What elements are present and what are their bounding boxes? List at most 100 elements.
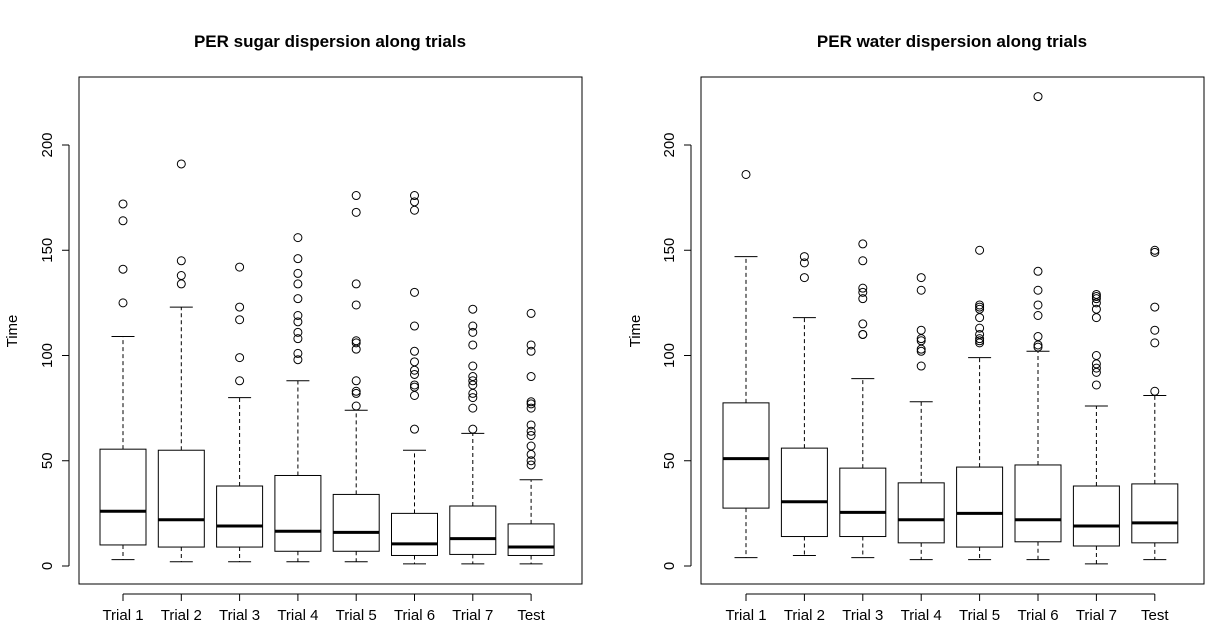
outlier-point (293, 294, 303, 304)
outlier-point (1150, 247, 1160, 257)
x-tick-label: Trial 2 (784, 607, 825, 624)
outlier-point (975, 323, 985, 333)
outlier-point (235, 353, 245, 363)
outlier-point (799, 252, 809, 262)
outlier-point (293, 268, 303, 278)
outlier-point (293, 348, 303, 358)
box-trial-2 (780, 252, 828, 556)
outlier-point (176, 271, 186, 281)
y-tick-label: 200 (661, 132, 678, 157)
outlier-point (526, 308, 536, 318)
outlier-point (1033, 332, 1043, 342)
box-trial-2 (157, 159, 205, 563)
outlier-point (176, 256, 186, 266)
x-tick-label: Trial 4 (901, 607, 942, 624)
outlier-point (975, 313, 985, 323)
outlier-point (1150, 302, 1160, 312)
x-tick-label: Trial 1 (725, 607, 766, 624)
x-tick-label: Trial 5 (336, 607, 377, 624)
outlier-point (916, 336, 926, 346)
outlier-point (799, 273, 809, 283)
outlier-point (410, 287, 419, 297)
box-trial-6 (391, 191, 438, 565)
outlier-point (1091, 380, 1101, 390)
outlier-point (975, 336, 985, 346)
outlier-point (1091, 289, 1101, 299)
iqr-box (839, 467, 887, 538)
outlier-point (975, 302, 985, 312)
outlier-point (1033, 342, 1043, 352)
y-tick-label: 200 (39, 132, 56, 157)
outlier-point (1033, 266, 1043, 276)
outlier-point (351, 376, 361, 386)
outlier-point (858, 319, 868, 329)
outlier-point (975, 329, 985, 339)
y-tick-label: 150 (661, 238, 678, 263)
outlier-point (916, 285, 926, 295)
outlier-point (351, 279, 361, 289)
outlier-point (916, 361, 926, 371)
outlier-point (1033, 300, 1043, 310)
outlier-point (468, 376, 478, 386)
y-tick-label: 0 (39, 562, 56, 570)
outlier-point (526, 441, 536, 451)
iqr-box (1131, 483, 1179, 544)
iqr-box (780, 447, 828, 538)
outlier-point (235, 315, 245, 325)
outlier-point (858, 283, 868, 293)
box-trial-3 (216, 262, 264, 563)
outlier-point (410, 369, 419, 379)
outlier-point (410, 191, 419, 201)
outlier-point (468, 327, 478, 337)
x-tick-label: Trial 7 (452, 607, 493, 624)
iqr-box (216, 485, 264, 548)
outlier-point (1033, 311, 1043, 321)
iqr-box (897, 482, 945, 544)
outlier-point (468, 393, 478, 403)
outlier-point (118, 199, 128, 209)
iqr-box (1014, 464, 1062, 543)
outlier-point (526, 346, 536, 356)
y-tick-label: 50 (661, 452, 678, 469)
outlier-point (1091, 304, 1101, 314)
x-tick-label: Test (517, 607, 545, 624)
outlier-point (1150, 338, 1160, 348)
outlier-point (410, 346, 419, 356)
box-trial-3 (839, 239, 887, 559)
outlier-point (975, 245, 985, 255)
outlier-point (351, 336, 361, 346)
outlier-point (1091, 351, 1101, 360)
outlier-point (351, 191, 361, 201)
x-tick-label: Trial 4 (277, 607, 318, 624)
chart-panel-2: PER water dispersion along trials Time 0 50… (627, 32, 1205, 624)
outlier-point (1091, 292, 1101, 302)
outlier-point (916, 273, 926, 283)
x-tick-label: Trial 2 (161, 607, 202, 624)
box-trial-1 (722, 169, 770, 559)
outlier-point (293, 279, 303, 289)
outlier-point (118, 264, 128, 274)
outlier-point (468, 321, 478, 331)
outlier-point (118, 298, 128, 308)
outlier-point (858, 239, 868, 249)
outlier-point (1150, 386, 1160, 396)
outlier-point (293, 334, 303, 344)
outlier-point (176, 279, 186, 289)
box-trial-4 (274, 233, 322, 563)
outlier-point (858, 294, 868, 304)
outlier-point (858, 329, 868, 339)
outlier-point (468, 403, 478, 413)
outlier-point (799, 258, 809, 268)
outlier-point (351, 300, 361, 310)
outlier-point (975, 334, 985, 344)
outlier-point (526, 399, 536, 409)
chart-panel-1: PER sugar dispersion along trials Time 0 50… (4, 32, 583, 624)
outlier-point (858, 287, 868, 297)
outlier-point (526, 420, 536, 430)
outlier-point (293, 233, 303, 243)
plot-frame (700, 76, 1205, 585)
y-tick-label: 150 (39, 238, 56, 263)
iqr-box (956, 466, 1004, 548)
